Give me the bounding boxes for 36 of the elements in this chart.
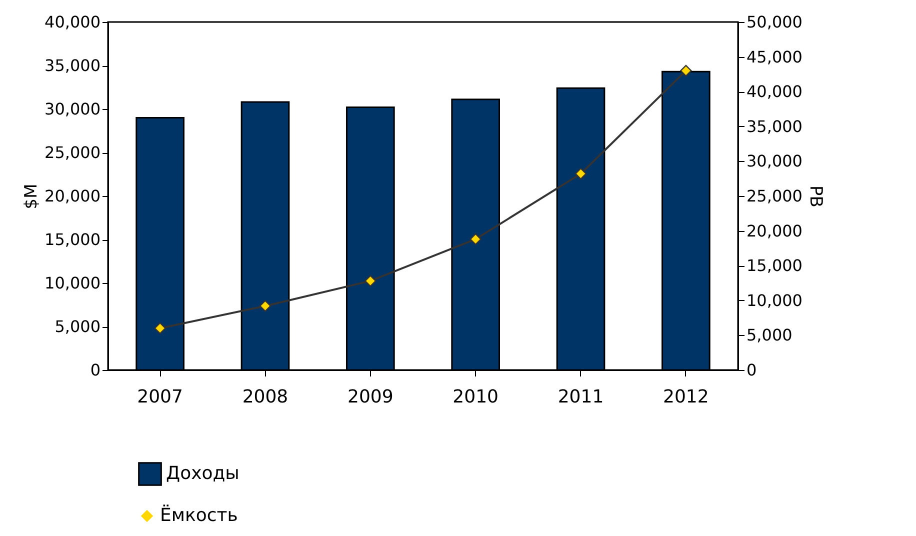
y-axis-title: $M — [22, 184, 42, 210]
y2-tick-label: 15,000 — [746, 256, 802, 276]
y2-tick-label: 35,000 — [746, 116, 802, 136]
x-tick-label: 2012 — [663, 386, 709, 408]
x-tick-label: 2011 — [558, 386, 604, 408]
y-tick-label: 40,000 — [44, 12, 100, 32]
point — [680, 64, 692, 77]
y2-tick-label: 10,000 — [746, 290, 802, 310]
point — [154, 322, 166, 334]
y2-tick-label: 50,000 — [746, 12, 802, 32]
point — [574, 168, 587, 180]
point — [259, 300, 272, 312]
y2-tick-label: 30,000 — [746, 152, 802, 171]
y2-tick-label: 20,000 — [746, 221, 802, 240]
y2-tick-label: 5,000 — [746, 326, 792, 345]
y2-axis-title: PB — [805, 186, 826, 208]
y2-tick-label: 45,000 — [746, 47, 802, 66]
y-tick-label: 20,000 — [44, 186, 100, 206]
y2-tick-label: 25,000 — [746, 186, 802, 206]
point — [470, 233, 482, 245]
point — [364, 275, 376, 287]
y2-tick-label: 0 — [746, 360, 757, 380]
x-tick-label: 2007 — [137, 386, 183, 408]
legend-label: Ёмкость — [160, 504, 238, 526]
y-tick-label: 10,000 — [44, 274, 100, 292]
y2-tick-label: 40,000 — [746, 82, 802, 102]
y-tick-label: 30,000 — [44, 100, 100, 118]
x-tick-label: 2009 — [348, 386, 394, 408]
y-tick-label: 35,000 — [44, 56, 100, 75]
y-tick-label: 0 — [90, 360, 100, 380]
legend-label: Доходы — [166, 463, 240, 484]
x-tick-label: 2010 — [452, 386, 498, 408]
y-tick-label: 25,000 — [44, 143, 100, 162]
x-tick-label: 2008 — [242, 386, 288, 408]
y-tick-label: 5,000 — [54, 317, 100, 336]
y-tick-label: 15,000 — [44, 230, 100, 249]
